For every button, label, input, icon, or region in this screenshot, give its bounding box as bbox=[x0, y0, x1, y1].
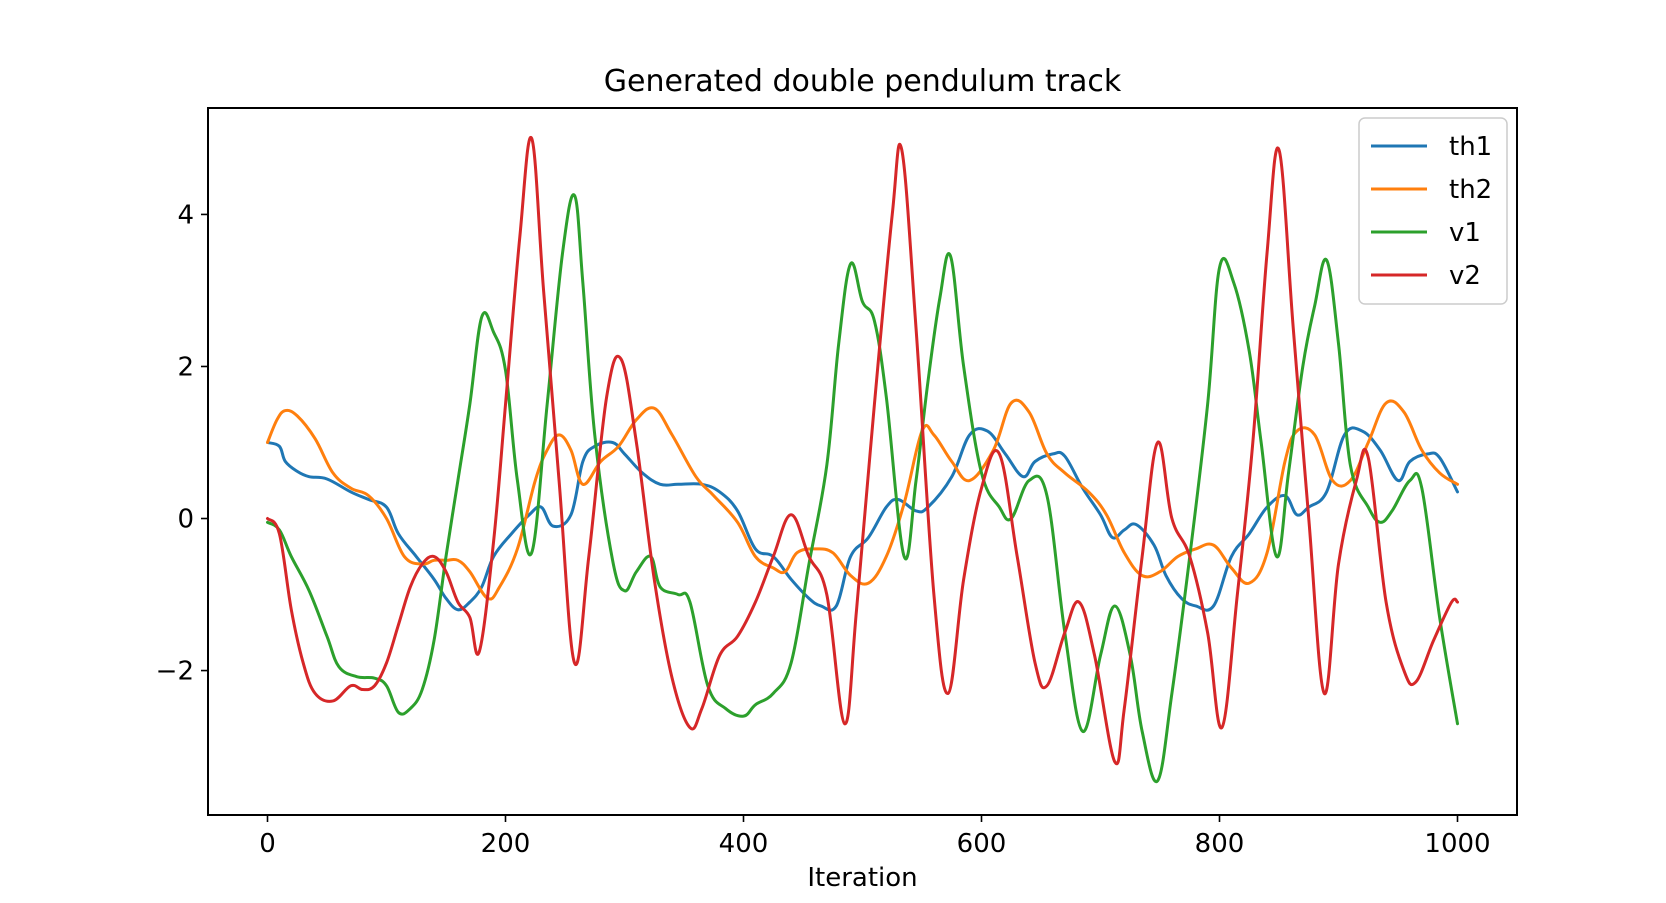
series-layer bbox=[266, 135, 1459, 784]
x-tick-label: 200 bbox=[481, 829, 531, 859]
legend-label: th1 bbox=[1449, 132, 1492, 162]
y-axis-ticks: −2 0 2 4 bbox=[156, 200, 208, 687]
legend-box bbox=[1358, 117, 1508, 305]
x-tick-label: 1000 bbox=[1424, 829, 1490, 859]
x-axis-ticks: 0 200 400 600 800 1000 bbox=[259, 815, 1491, 859]
x-tick-label: 400 bbox=[719, 829, 769, 859]
legend-item-th2: th2 bbox=[1371, 175, 1492, 205]
x-axis-label: Iteration bbox=[807, 863, 917, 893]
legend-item-v1: v1 bbox=[1371, 218, 1481, 248]
y-tick-label: 0 bbox=[177, 505, 194, 535]
plot-area bbox=[208, 108, 1517, 815]
y-tick-label: −2 bbox=[156, 657, 194, 687]
x-tick-label: 0 bbox=[259, 829, 276, 859]
legend-label: v1 bbox=[1449, 218, 1481, 248]
x-tick-label: 600 bbox=[957, 829, 1007, 859]
plot-frame bbox=[207, 107, 1518, 816]
legend-item-v2: v2 bbox=[1371, 261, 1481, 291]
y-tick-label: 4 bbox=[177, 200, 194, 230]
legend-label: th2 bbox=[1449, 175, 1492, 205]
legend-item-th1: th1 bbox=[1371, 132, 1492, 162]
legend-items: th1 th2 v1 v2 bbox=[1371, 132, 1492, 291]
y-tick-label: 2 bbox=[177, 352, 194, 382]
legend: th1 th2 v1 v2 bbox=[1358, 117, 1508, 305]
legend-label: v2 bbox=[1449, 261, 1481, 291]
series-line-v2 bbox=[266, 135, 1459, 766]
series-line-th1 bbox=[266, 426, 1459, 612]
chart-title: Generated double pendulum track bbox=[604, 64, 1122, 99]
series-line-v1 bbox=[266, 193, 1459, 784]
x-tick-label: 800 bbox=[1195, 829, 1245, 859]
